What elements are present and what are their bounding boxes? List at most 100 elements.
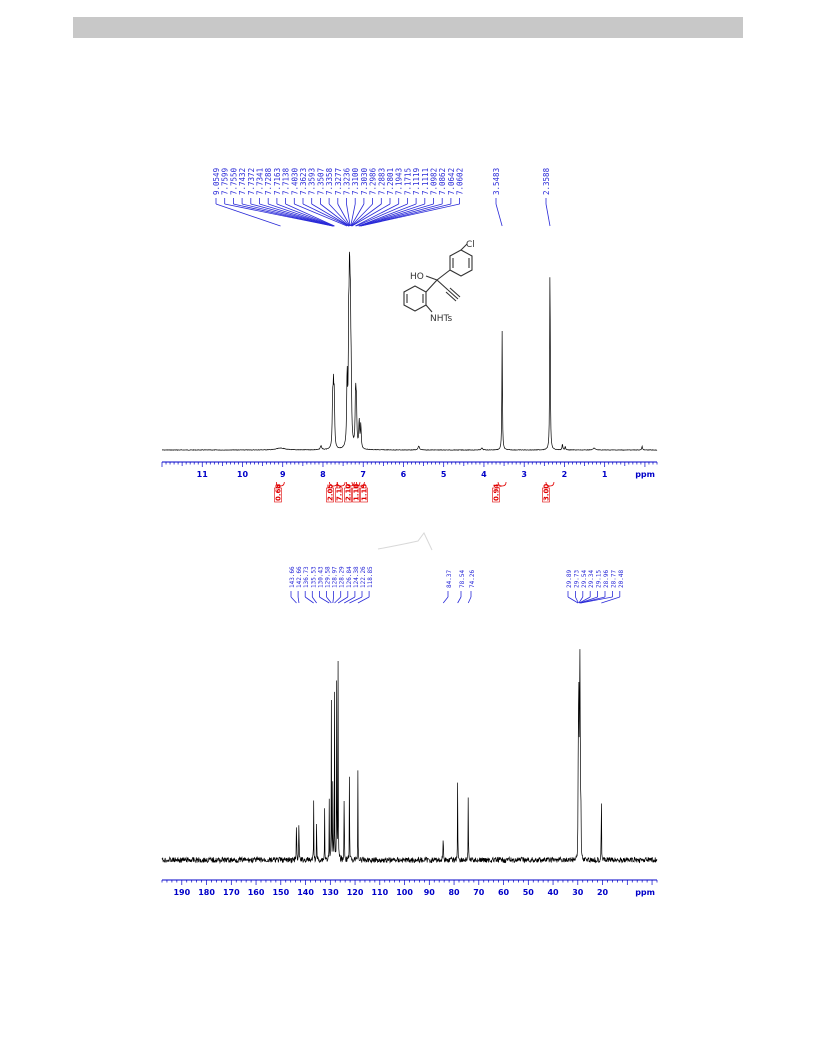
integral-value: 0.68 — [275, 484, 283, 501]
peak-label: 7.7341 — [256, 168, 265, 195]
peak-label: 9.0549 — [212, 168, 221, 195]
peak-leader — [250, 203, 334, 227]
peak-leader — [259, 203, 334, 227]
peak-leader — [545, 203, 551, 227]
peak-leader — [355, 203, 399, 227]
peak-label: 7.3277 — [334, 168, 343, 195]
peak-label: 29.73 — [573, 570, 580, 588]
tick-label: 6 — [401, 470, 407, 479]
peak-leader — [467, 596, 472, 604]
tick-label: 110 — [371, 888, 388, 897]
peak-label: 29.89 — [566, 570, 573, 588]
tick-label: 40 — [547, 888, 559, 897]
peak-leader — [276, 203, 335, 227]
peak-label: 128.97 — [332, 566, 339, 588]
peak-label: 7.3100 — [351, 167, 360, 195]
peak-leader — [357, 596, 370, 604]
peak-label: 128.29 — [339, 566, 346, 588]
tick-label: 140 — [297, 888, 314, 897]
peak-label: 2.3588 — [542, 167, 551, 195]
tick-label: 30 — [572, 888, 584, 897]
integral-value: 1.15 — [361, 484, 369, 501]
peak-leader — [495, 203, 503, 227]
peak-leader — [334, 596, 341, 604]
peak-label: 78.54 — [459, 570, 466, 588]
peak-leader — [311, 596, 317, 604]
tick-label: 7 — [360, 470, 366, 479]
integral-leader — [277, 485, 281, 489]
peak-leader — [346, 203, 351, 227]
peak-label: 29.34 — [588, 570, 595, 588]
peak-label: 7.7138 — [282, 167, 291, 195]
peak-label: 7.3030 — [360, 167, 369, 195]
peak-leader — [297, 596, 300, 604]
integral-leader — [495, 485, 503, 489]
peak-leader — [578, 596, 584, 604]
peak-label: 7.7288 — [264, 167, 273, 195]
peak-leader — [358, 203, 417, 227]
integral-box — [335, 487, 343, 503]
peak-leader — [360, 203, 460, 227]
peak-label: 7.3358 — [325, 167, 334, 195]
peak-label: 135.53 — [310, 566, 317, 588]
integral-box — [326, 487, 334, 503]
peak-label: 7.0642 — [447, 168, 456, 195]
peak-leader — [350, 203, 365, 227]
peak-label: 7.1943 — [395, 168, 404, 195]
tick-label: 130 — [322, 888, 339, 897]
peak-label: 7.7432 — [238, 168, 247, 195]
spectrum-trace — [161, 649, 658, 864]
h1-integrals: 0.68 2.05 7.17 2.10 1.10 1.15 0.94 3.00 — [274, 481, 555, 503]
integral-leader — [545, 485, 551, 489]
tick-label: 180 — [198, 888, 215, 897]
peak-label: 126.84 — [346, 566, 353, 588]
peak-leader — [442, 596, 449, 604]
integral-value: 2.10 — [345, 484, 353, 501]
peak-leader — [601, 596, 620, 604]
peak-leader — [311, 203, 349, 227]
tick-label: 4 — [481, 470, 487, 479]
peak-leader — [268, 203, 335, 227]
peak-leader — [350, 203, 356, 227]
tick-label: 170 — [223, 888, 240, 897]
peak-leader — [457, 596, 462, 604]
tick-label: 100 — [396, 888, 413, 897]
peak-label: 29.15 — [596, 570, 603, 588]
peak-leader — [359, 203, 434, 227]
cl-label: Cl — [466, 240, 475, 250]
h1-peak-labels: 9.0549 7.7599 7.7550 7.7432 7.7372 7.7341 7.72… — [212, 167, 551, 227]
peak-label: 118.85 — [367, 566, 374, 588]
peak-leader — [326, 596, 332, 604]
peak-label: 3.5483 — [492, 168, 501, 195]
peak-label: 122.26 — [360, 566, 367, 588]
integral-box — [542, 487, 550, 503]
tick-label: 10 — [237, 470, 249, 479]
integral-bracket — [356, 481, 365, 487]
integral-leader — [329, 485, 334, 489]
peak-label: 129.58 — [325, 566, 332, 588]
tick-label: 70 — [473, 888, 485, 897]
spectrum-trace — [161, 251, 658, 451]
molecule-structure — [403, 243, 473, 313]
ho-label: HO — [410, 272, 424, 282]
peak-leader — [337, 596, 349, 604]
integral-value: 7.17 — [336, 484, 344, 501]
peak-label: 28.77 — [610, 570, 617, 588]
integral-leader — [338, 485, 342, 489]
peak-label: 20.48 — [618, 570, 625, 588]
integral-box — [274, 487, 282, 503]
peak-leader — [337, 203, 351, 227]
peak-label: 124.38 — [353, 566, 360, 588]
integral-bracket — [497, 481, 507, 487]
peak-label: 29.54 — [581, 570, 588, 588]
peak-leader — [575, 596, 579, 604]
peak-leader — [319, 596, 330, 604]
tick-label: 120 — [347, 888, 364, 897]
tick-label: 5 — [441, 470, 447, 479]
xlabel: ppm — [635, 470, 655, 479]
peak-leader — [285, 203, 335, 227]
peak-leader — [290, 596, 297, 604]
peak-leader — [567, 596, 579, 604]
integral-box — [360, 487, 368, 503]
peak-label: 7.7163 — [273, 168, 282, 195]
